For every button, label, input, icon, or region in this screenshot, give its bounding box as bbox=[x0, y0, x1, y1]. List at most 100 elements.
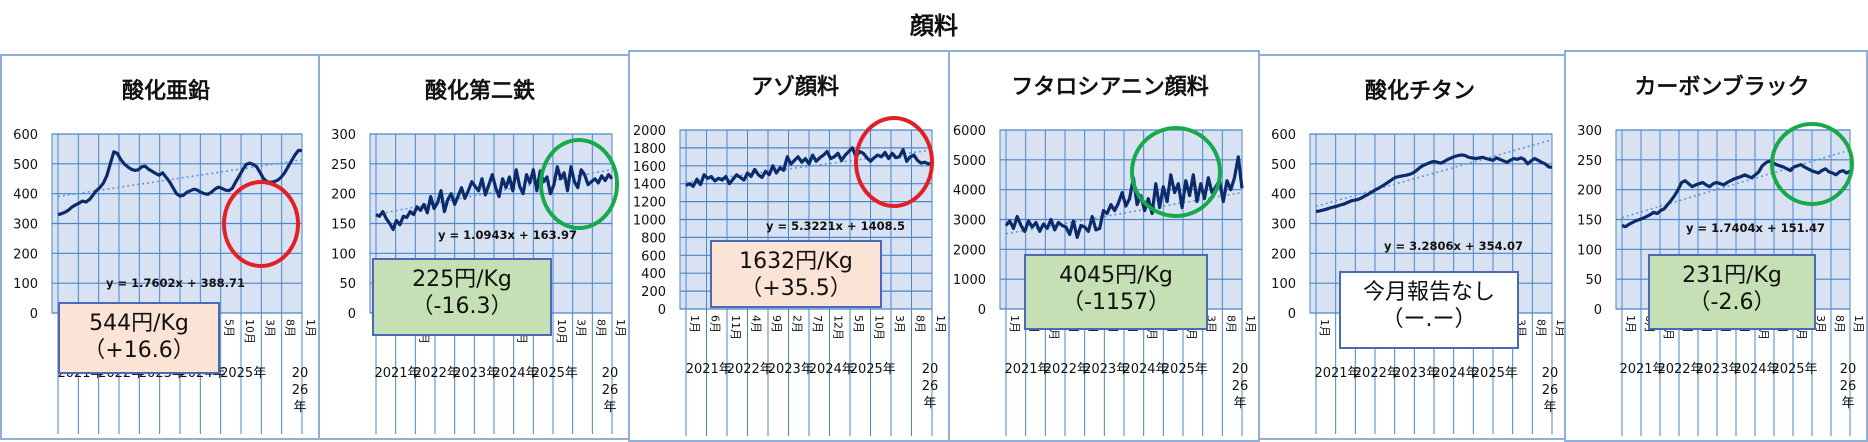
y-tick-label: 200 bbox=[13, 247, 38, 262]
x-tick-label: 1月 bbox=[1624, 315, 1637, 333]
annotation-change: （ー.ー） bbox=[1381, 307, 1477, 332]
x-year-label: 2025年 bbox=[850, 362, 896, 377]
y-tick-label: 50 bbox=[339, 277, 356, 292]
y-tick-label: 400 bbox=[1271, 188, 1296, 203]
y-tick-label: 4000 bbox=[953, 184, 986, 199]
trend-line bbox=[1315, 139, 1553, 208]
y-tick-label: 1000 bbox=[633, 214, 666, 229]
x-year-label: 2021年 bbox=[1619, 362, 1665, 377]
page-title: 顔料 bbox=[910, 12, 958, 40]
y-tick-label: 250 bbox=[1577, 154, 1602, 169]
chart-panel: カーボンブラック0501001502002503001月6月11月4月9月2月7… bbox=[1564, 50, 1868, 442]
chart-title: フタロシアニン顔料 bbox=[1011, 74, 1209, 100]
x-tick-label: 3月 bbox=[1814, 315, 1827, 333]
highlight-circle bbox=[1130, 126, 1222, 218]
chart-title: 酸化チタン bbox=[1365, 78, 1475, 104]
trend-equation: y = 3.2806x + 354.07 bbox=[1384, 239, 1523, 253]
chart-svg: 酸化亜鉛01002003004005006001月6月11月4月9月2月7月12… bbox=[13, 78, 317, 434]
x-year-label: 2021年 bbox=[1004, 362, 1050, 377]
x-year-label: 2021年 bbox=[374, 366, 420, 381]
price-annotation: 今月報告なし （ー.ー） bbox=[1339, 271, 1519, 349]
x-tick-label: 11月 bbox=[729, 315, 742, 340]
x-tick-label: 1月 bbox=[1554, 319, 1567, 337]
series-line bbox=[1004, 155, 1244, 239]
chart-title: 酸化亜鉛 bbox=[122, 78, 210, 104]
price-annotation: 1632円/Kg （+35.5） bbox=[710, 240, 882, 308]
x-year-label: 2024年 bbox=[1432, 366, 1478, 381]
x-year-label: 20 bbox=[292, 366, 309, 381]
chart-title: カーボンブラック bbox=[1634, 74, 1809, 100]
chart-title: 酸化第二鉄 bbox=[425, 78, 535, 104]
annotation-price: 4045円/Kg bbox=[1059, 263, 1173, 288]
y-tick-label: 50 bbox=[1585, 273, 1602, 288]
chart-panel: アゾ顔料 0 200 400 600 800 1000 1200 1400 1600 1800 200… bbox=[628, 50, 950, 442]
price-annotation: 4045円/Kg （-1157） bbox=[1024, 254, 1208, 330]
chart-svg: アゾ顔料 0 200 400 600 800 1000 1200 1400 1600 1800 200… bbox=[633, 74, 947, 436]
highlight-circle bbox=[222, 180, 300, 268]
y-tick-label: 100 bbox=[1271, 277, 1296, 292]
y-tick-label: 0 bbox=[30, 307, 38, 322]
x-tick-label: 8月 bbox=[1534, 319, 1547, 337]
x-tick-label: 8月 bbox=[914, 315, 927, 333]
x-year-label: 26 bbox=[602, 383, 619, 398]
y-tick-label: 0 bbox=[1594, 303, 1602, 318]
chart-panel: 酸化第二鉄0501001502002503001月6月11月4月9月2月7月12… bbox=[318, 54, 630, 440]
annotation-price: 225円/Kg bbox=[412, 267, 512, 292]
annotation-price: 1632円/Kg bbox=[739, 249, 853, 274]
trend-equation: y = 5.3221x + 1408.5 bbox=[766, 219, 905, 233]
x-year-label: 年 bbox=[603, 400, 616, 415]
x-year-label: 2022年 bbox=[414, 366, 460, 381]
x-tick-label: 3月 bbox=[263, 319, 276, 337]
x-year-label: 2023年 bbox=[1695, 362, 1741, 377]
y-tick-label: 100 bbox=[1577, 243, 1602, 258]
x-tick-label: 5月 bbox=[223, 319, 236, 337]
annotation-price: 544円/Kg bbox=[89, 311, 189, 336]
x-year-label: 2021年 bbox=[686, 362, 732, 377]
x-year-label: 2025年 bbox=[1472, 366, 1518, 381]
y-tick-label: 600 bbox=[1271, 128, 1296, 143]
x-year-label: 2023年 bbox=[768, 362, 814, 377]
y-tick-label: 200 bbox=[331, 188, 356, 203]
y-tick-label: 1400 bbox=[633, 178, 666, 193]
x-year-label: 26 bbox=[1542, 383, 1559, 398]
y-tick-label: 200 bbox=[1271, 247, 1296, 262]
x-year-label: 2025年 bbox=[220, 366, 266, 381]
x-tick-label: 1月 bbox=[688, 315, 701, 333]
x-year-label: 2025年 bbox=[1162, 362, 1208, 377]
y-tick-label: 1600 bbox=[633, 160, 666, 175]
x-tick-label: 1月 bbox=[934, 315, 947, 333]
highlight-circle bbox=[539, 138, 619, 230]
y-tick-label: 250 bbox=[331, 158, 356, 173]
y-tick-label: 6000 bbox=[953, 124, 986, 139]
annotation-change: （+16.6） bbox=[83, 338, 195, 363]
x-tick-label: 5月 bbox=[852, 315, 865, 333]
trend-equation: y = 1.7602x + 388.71 bbox=[106, 276, 245, 290]
x-tick-label: 7月 bbox=[811, 315, 824, 333]
x-tick-label: 4月 bbox=[750, 315, 763, 333]
y-tick-label: 200 bbox=[1577, 184, 1602, 199]
chart-svg: 酸化第二鉄0501001502002503001月6月11月4月9月2月7月12… bbox=[331, 78, 627, 434]
x-year-label: 2023年 bbox=[1393, 366, 1439, 381]
y-tick-label: 0 bbox=[348, 307, 356, 322]
y-tick-label: 300 bbox=[1271, 218, 1296, 233]
x-year-label: 2022年 bbox=[727, 362, 773, 377]
x-year-label: 年 bbox=[1841, 396, 1854, 411]
x-year-label: 2022年 bbox=[1657, 362, 1703, 377]
y-tick-label: 300 bbox=[1577, 124, 1602, 139]
x-tick-label: 8月 bbox=[594, 319, 607, 337]
highlight-circle bbox=[854, 116, 934, 208]
series-line bbox=[1621, 159, 1851, 229]
y-tick-label: 1000 bbox=[953, 273, 986, 288]
x-year-label: 2023年 bbox=[453, 366, 499, 381]
x-year-label: 20 bbox=[1232, 362, 1249, 377]
x-tick-label: 10月 bbox=[873, 315, 886, 340]
x-year-label: 2021年 bbox=[1314, 366, 1360, 381]
x-tick-label: 1月 bbox=[304, 319, 317, 337]
x-year-label: 20 bbox=[922, 362, 939, 377]
y-tick-label: 3000 bbox=[953, 214, 986, 229]
x-year-label: 2024年 bbox=[809, 362, 855, 377]
x-year-label: 年 bbox=[293, 400, 306, 415]
price-annotation: 544円/Kg （+16.6） bbox=[58, 302, 220, 374]
x-tick-label: 1月 bbox=[1318, 319, 1331, 337]
y-tick-label: 150 bbox=[331, 218, 356, 233]
